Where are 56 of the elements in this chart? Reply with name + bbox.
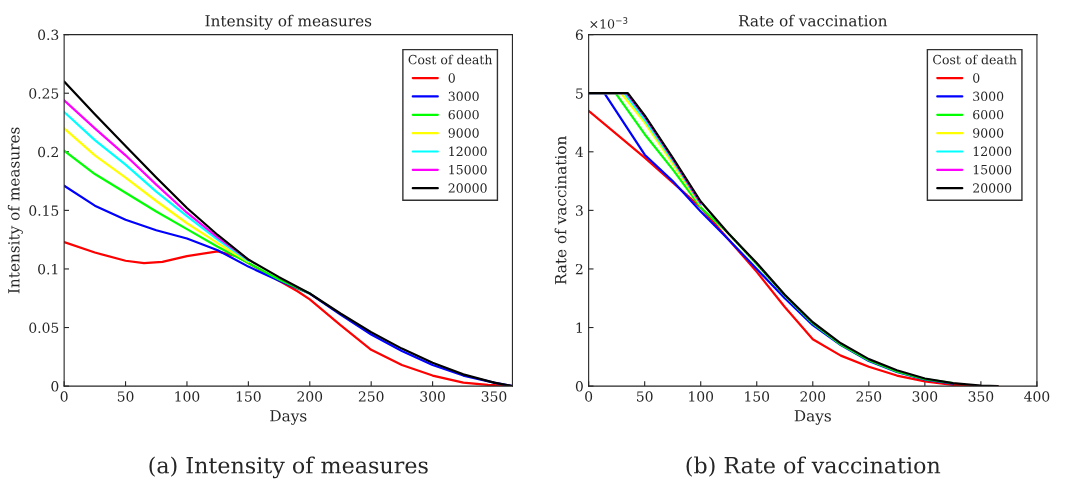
x-tick-label: 150 <box>236 391 261 402</box>
y-axis-title: Intensity of measures <box>7 127 23 294</box>
y-tick-label: 1 <box>576 322 582 333</box>
x-tick-label: 50 <box>117 391 134 402</box>
y-tick-label: 0.05 <box>29 322 59 333</box>
y-tick-label: 2 <box>575 263 583 275</box>
legend-label: 20000 <box>448 183 487 193</box>
x-tick-label: 250 <box>358 391 384 402</box>
text: (b) Rate of vaccination <box>686 456 941 477</box>
legend-label: 15000 <box>973 164 1012 175</box>
x-tick-label: 300 <box>912 391 938 402</box>
x-axis-title: Days <box>794 410 831 425</box>
x-tick-label: 400 <box>1024 391 1050 402</box>
y-axis-title: Rate of vaccination <box>554 136 567 285</box>
x-axis-title: Days <box>270 410 307 425</box>
y-tick-label: 4 <box>575 146 584 158</box>
y-tick-label: 0 <box>575 381 583 392</box>
y-tick-label: 0.1 <box>38 263 58 275</box>
legend-label: 6000 <box>973 109 1004 120</box>
legend-label: 0 <box>448 73 455 83</box>
y-tick-label: 3 <box>576 205 583 216</box>
x-tick-label: 200 <box>297 391 323 402</box>
legend-label: 9000 <box>448 128 479 138</box>
x-tick-label: 300 <box>420 391 445 402</box>
x-tick-label: 0 <box>60 391 68 402</box>
chart-title: Intensity of measures <box>205 14 372 30</box>
y-tick-label: 0 <box>51 381 59 392</box>
legend-label: 20000 <box>973 183 1012 193</box>
y-tick-label: 5 <box>576 88 583 99</box>
legend-label: 3000 <box>973 91 1004 102</box>
legend-label: 3000 <box>448 91 479 102</box>
x-tick-label: 100 <box>689 391 714 402</box>
legend-label: 0 <box>973 73 980 83</box>
x-tick-label: 100 <box>175 391 200 402</box>
y-tick-label: 0.2 <box>38 146 58 158</box>
legend-title: Cost of death <box>933 54 1017 65</box>
x-tick-label: 50 <box>637 391 653 402</box>
x-tick-label: 0 <box>585 391 593 402</box>
x-tick-label: 150 <box>745 391 770 402</box>
legend-label: 9000 <box>973 128 1004 138</box>
legend-label: 15000 <box>449 164 487 175</box>
y-tick-label: 0.3 <box>38 29 59 41</box>
y-tick-label: 0.25 <box>29 88 59 99</box>
x-tick-label: 350 <box>968 391 994 402</box>
y-tick-label: 6 <box>575 29 583 41</box>
legend-label: 12000 <box>449 146 487 157</box>
text: ×10$^{−3}$ <box>590 17 628 29</box>
legend-label: 12000 <box>973 146 1012 157</box>
legend-label: 6000 <box>448 109 479 120</box>
x-tick-label: 250 <box>856 391 882 402</box>
x-tick-label: 350 <box>481 391 507 402</box>
chart-title: Rate of vaccination <box>738 14 888 27</box>
legend-title: Cost of death <box>408 54 493 65</box>
y-tick-label: 0.15 <box>29 205 59 216</box>
x-tick-label: 200 <box>800 391 826 402</box>
text: (a) Intensity of measures <box>149 456 428 479</box>
